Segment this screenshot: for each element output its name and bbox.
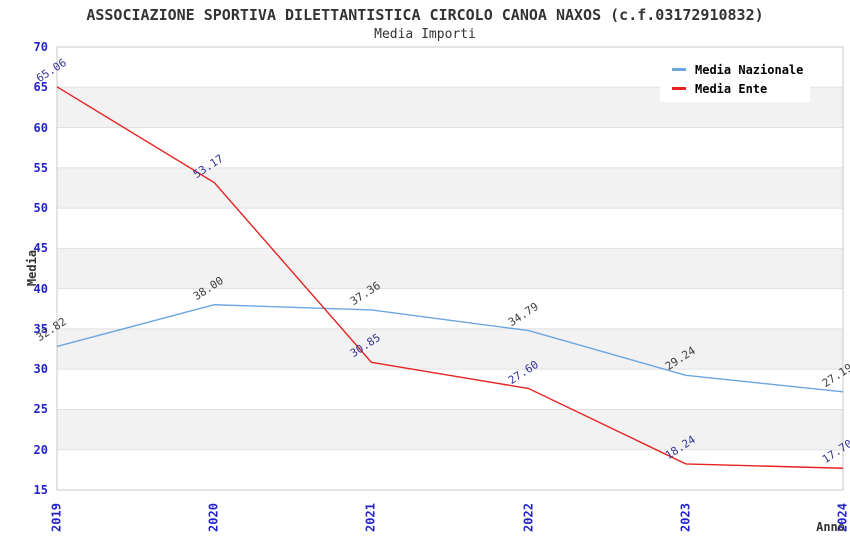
- y-tick-label: 15: [33, 483, 48, 497]
- x-tick-label: 2020: [206, 503, 221, 532]
- y-tick-label: 35: [33, 321, 48, 336]
- y-tick-label: 55: [33, 160, 48, 175]
- y-tick-label: 50: [33, 201, 48, 216]
- y-tick-label: 65: [33, 80, 48, 95]
- plot-band: [57, 167, 843, 209]
- legend-marker-icon: [672, 68, 686, 71]
- legend-label: Media Ente: [695, 81, 768, 96]
- y-tick-label: 40: [33, 281, 48, 296]
- plot-band: [57, 248, 843, 289]
- series-line-media-nazionale: [56, 304, 844, 393]
- y-axis-title: Media: [25, 249, 39, 287]
- series-line-media-ente: [56, 86, 844, 469]
- legend-label: Media Nazionale: [695, 62, 804, 77]
- x-axis-title: Anno: [816, 520, 845, 534]
- legend-marker-icon: [672, 87, 686, 90]
- y-tick-label: 60: [33, 120, 48, 135]
- plot-border: [56, 46, 844, 491]
- chart-subtitle: Media Importi: [374, 27, 476, 42]
- plot-band: [57, 409, 843, 450]
- y-tick-label: 25: [33, 402, 48, 417]
- y-tick-label: 30: [33, 362, 48, 377]
- x-tick-label: 2021: [363, 503, 378, 532]
- y-tick-label: 70: [33, 40, 48, 54]
- x-tick-label: 2022: [521, 503, 536, 532]
- y-tick-label: 45: [33, 241, 48, 256]
- legend: Media Nazionale Media Ente: [660, 56, 810, 102]
- plot-band: [57, 328, 843, 370]
- y-tick-label: 20: [33, 442, 48, 457]
- legend-item: Media Nazionale: [672, 63, 810, 77]
- x-tick-label: 2023: [678, 503, 693, 532]
- x-tick-label: 2019: [49, 503, 64, 532]
- chart-title: ASSOCIAZIONE SPORTIVA DILETTANTISTICA CI…: [86, 6, 764, 24]
- legend-item: Media Ente: [672, 82, 810, 96]
